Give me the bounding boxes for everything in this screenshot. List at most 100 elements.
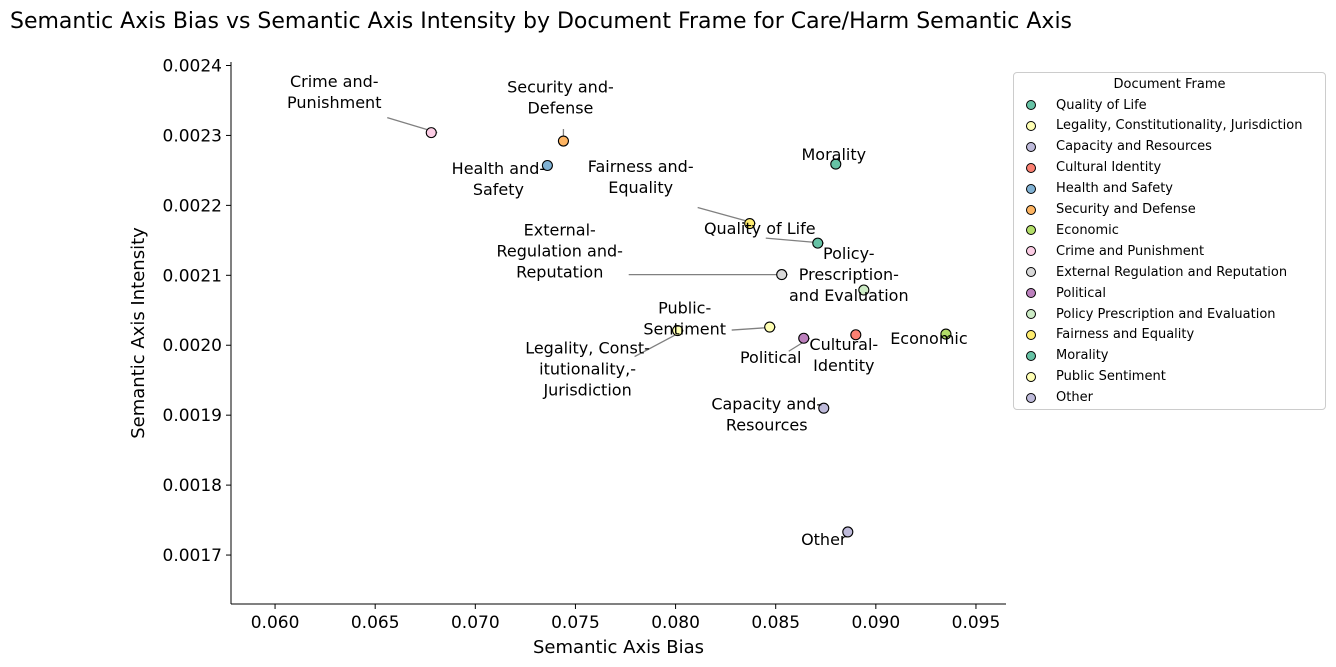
data-point (764, 321, 776, 333)
legend-marker (1026, 204, 1036, 215)
data-point (818, 402, 830, 414)
legend-item: Public Sentiment (1026, 367, 1166, 387)
legend-title: Document Frame (1113, 77, 1226, 92)
data-point (425, 127, 437, 139)
data-point (744, 218, 756, 230)
point-label: Policy- (823, 244, 875, 263)
legend-marker (1026, 120, 1036, 131)
point-label: Reputation (516, 263, 603, 282)
x-tick-label: 0.060 (251, 613, 300, 633)
data-point (557, 135, 569, 147)
legend-marker (1026, 141, 1036, 152)
data-point (850, 329, 862, 341)
x-tick-label: 0.065 (351, 613, 400, 633)
legend: Document Frame Quality of Life Legality, … (1013, 72, 1326, 410)
legend-item: Political (1026, 283, 1106, 303)
legend-label: Security and Defense (1056, 202, 1196, 217)
legend-label: Public Sentiment (1056, 369, 1166, 385)
y-tick-label: 0.0021 (163, 266, 222, 286)
legend-item: Quality of Life (1026, 95, 1147, 115)
legend-item: Other (1026, 388, 1093, 408)
legend-label: Health and Safety (1056, 181, 1173, 197)
x-tick-label: 0.090 (851, 613, 900, 633)
legend-label: Quality of Life (1056, 97, 1147, 113)
point-label: Legality, Const- (525, 339, 650, 358)
legend-marker (1026, 246, 1036, 257)
legend-label: Legality, Constitutionality, Jurisdictio… (1056, 118, 1303, 134)
point-label: Safety (473, 180, 524, 199)
legend-marker (1026, 392, 1036, 403)
point-label: Quality of Life (704, 219, 816, 238)
legend-marker (1026, 100, 1036, 110)
point-label: Defense (527, 99, 593, 118)
data-point (812, 237, 824, 249)
data-point (842, 526, 854, 538)
legend-marker (1026, 371, 1036, 382)
legend-marker (1026, 350, 1036, 361)
legend-marker (1026, 162, 1036, 173)
legend-marker (1026, 183, 1036, 194)
legend-item: Security and Defense (1026, 200, 1196, 220)
legend-marker (1026, 267, 1036, 278)
point-label: Cultural- (809, 335, 878, 354)
point-label: Other (801, 530, 847, 549)
legend-marker (1026, 288, 1036, 299)
legend-label: Crime and Punishment (1056, 243, 1205, 259)
point-label: Crime and- (290, 72, 379, 91)
point-label: Prescription- (799, 265, 899, 284)
point-label: Security and- (507, 78, 614, 97)
legend-item: Fairness and Equality (1026, 325, 1194, 345)
y-tick-label: 0.0020 (163, 336, 222, 356)
point-label: Political (740, 348, 802, 367)
data-point (672, 325, 684, 337)
y-tick-label: 0.0024 (163, 56, 222, 76)
point-label: Identity (813, 356, 874, 375)
x-axis-label: Semantic Axis Bias (533, 637, 704, 658)
legend-label: Fairness and Equality (1056, 327, 1195, 343)
point-label: Capacity and- (711, 395, 822, 414)
y-tick-label: 0.0023 (163, 126, 222, 146)
legend-item: Health and Safety (1026, 179, 1173, 199)
legend-item: External Regulation and Reputation (1026, 262, 1287, 282)
legend-marker (1026, 329, 1036, 340)
point-label: Regulation and- (497, 242, 623, 261)
legend-item: Legality, Constitutionality, Jurisdictio… (1026, 116, 1302, 136)
point-label: External- (524, 221, 596, 240)
legend-item: Morality (1026, 346, 1109, 366)
legend-marker (1026, 309, 1036, 319)
legend-label: Other (1056, 390, 1093, 406)
point-label: Fairness and- (588, 157, 694, 176)
point-label: Sentiment (643, 320, 726, 339)
legend-item: Capacity and Resources (1026, 137, 1212, 157)
point-label: Resources (726, 416, 808, 435)
legend-label: Capacity and Resources (1056, 139, 1212, 155)
legend-label: Cultural Identity (1056, 160, 1162, 176)
x-tick-label: 0.085 (751, 613, 800, 633)
point-label: Punishment (287, 93, 381, 112)
point-label: Health and- (452, 159, 546, 178)
data-point (940, 328, 952, 340)
point-label: Equality (608, 178, 673, 197)
y-tick-label: 0.0017 (163, 546, 222, 566)
point-label: and Evaluation (789, 286, 909, 305)
data-point (776, 269, 788, 281)
legend-label: Economic (1056, 222, 1119, 238)
y-tick-label: 0.0018 (163, 476, 222, 496)
data-point (858, 284, 870, 296)
point-label: itutionality,- (539, 360, 636, 379)
legend-item: Policy Prescription and Evaluation (1026, 304, 1276, 324)
data-point (541, 159, 553, 172)
chart-title: Semantic Axis Bias vs Semantic Axis Inte… (10, 9, 1072, 34)
y-tick-label: 0.0019 (163, 406, 222, 426)
y-axis-label: Semantic Axis Intensity (128, 227, 149, 439)
x-tick-label: 0.075 (551, 613, 600, 633)
legend-item: Crime and Punishment (1026, 241, 1204, 261)
data-point (798, 332, 810, 344)
point-label: Jurisdiction (542, 381, 631, 400)
point-label: Economic (890, 329, 967, 348)
point-label: Morality (801, 145, 866, 164)
legend-label: Policy Prescription and Evaluation (1056, 306, 1276, 322)
legend-item: Cultural Identity (1026, 158, 1161, 178)
point-label: Public- (658, 299, 711, 318)
